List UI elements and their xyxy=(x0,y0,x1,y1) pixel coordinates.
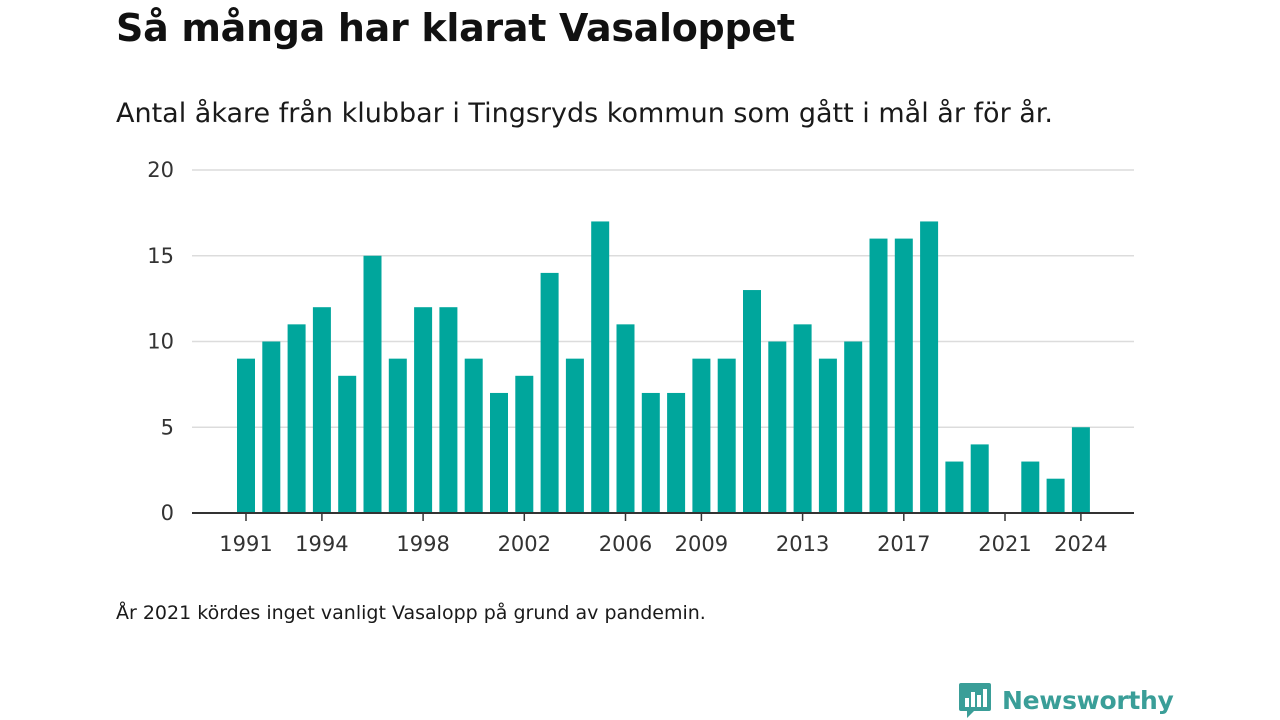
bar xyxy=(844,341,863,513)
bar xyxy=(641,392,660,513)
bar xyxy=(287,324,306,513)
bar xyxy=(869,238,888,513)
bar xyxy=(591,221,610,513)
brand-name: Newsworthy xyxy=(1002,685,1174,715)
y-tick-label: 20 xyxy=(147,158,174,182)
bar xyxy=(540,272,559,513)
bar xyxy=(970,444,989,513)
y-tick-label: 0 xyxy=(161,501,174,525)
bars xyxy=(237,221,1090,513)
bar xyxy=(464,358,483,513)
x-tick-label: 2002 xyxy=(498,532,551,556)
chart-title: Så många har klarat Vasaloppet xyxy=(116,6,795,50)
bar xyxy=(717,358,736,513)
bar xyxy=(312,307,331,513)
bar xyxy=(1046,478,1065,513)
x-tick-label: 2006 xyxy=(599,532,652,556)
y-tick-label: 15 xyxy=(147,244,174,268)
bar xyxy=(616,324,635,513)
y-tick-label: 10 xyxy=(147,330,174,354)
chart-subtitle: Antal åkare från klubbar i Tingsryds kom… xyxy=(116,98,1053,129)
axes: 0 5 10 15 20 1991 1994 1998 2002 2006 2009 2013 2017… xyxy=(147,158,1134,556)
bar xyxy=(1021,461,1040,513)
bar xyxy=(743,290,761,513)
bar xyxy=(667,392,686,513)
footnote: År 2021 kördes inget vanligt Vasalopp på… xyxy=(116,602,706,624)
x-tick-label: 1998 xyxy=(396,532,449,556)
bar xyxy=(439,307,458,513)
bar xyxy=(920,221,939,513)
x-tick-label: 1994 xyxy=(295,532,348,556)
bar xyxy=(363,255,382,513)
bar xyxy=(388,358,407,513)
bar xyxy=(262,341,281,513)
brand-logo: Newsworthy xyxy=(958,680,1174,720)
x-tick-label: 2024 xyxy=(1054,532,1107,556)
bar-chart-speech-bubble-icon xyxy=(959,683,991,718)
bar xyxy=(490,392,508,513)
x-tick-label: 2009 xyxy=(675,532,728,556)
bar xyxy=(414,307,433,513)
x-tick-label: 2021 xyxy=(978,532,1031,556)
bar-chart: 0 5 10 15 20 1991 1994 1998 2002 2006 2009 2013 2017… xyxy=(147,158,1134,556)
y-tick-label: 5 xyxy=(161,415,174,439)
x-tick-label: 2017 xyxy=(877,532,930,556)
bar xyxy=(793,324,812,513)
bar xyxy=(565,358,584,513)
bar xyxy=(515,375,534,513)
bar xyxy=(1071,427,1090,513)
bar xyxy=(338,375,357,513)
bar xyxy=(768,341,787,513)
gridlines xyxy=(192,169,1134,428)
bar xyxy=(894,238,913,513)
x-tick-label: 2013 xyxy=(776,532,829,556)
bar xyxy=(237,358,255,513)
x-tick-label: 1991 xyxy=(219,532,272,556)
bar xyxy=(945,461,964,513)
bar xyxy=(818,358,837,513)
bar xyxy=(692,358,711,513)
